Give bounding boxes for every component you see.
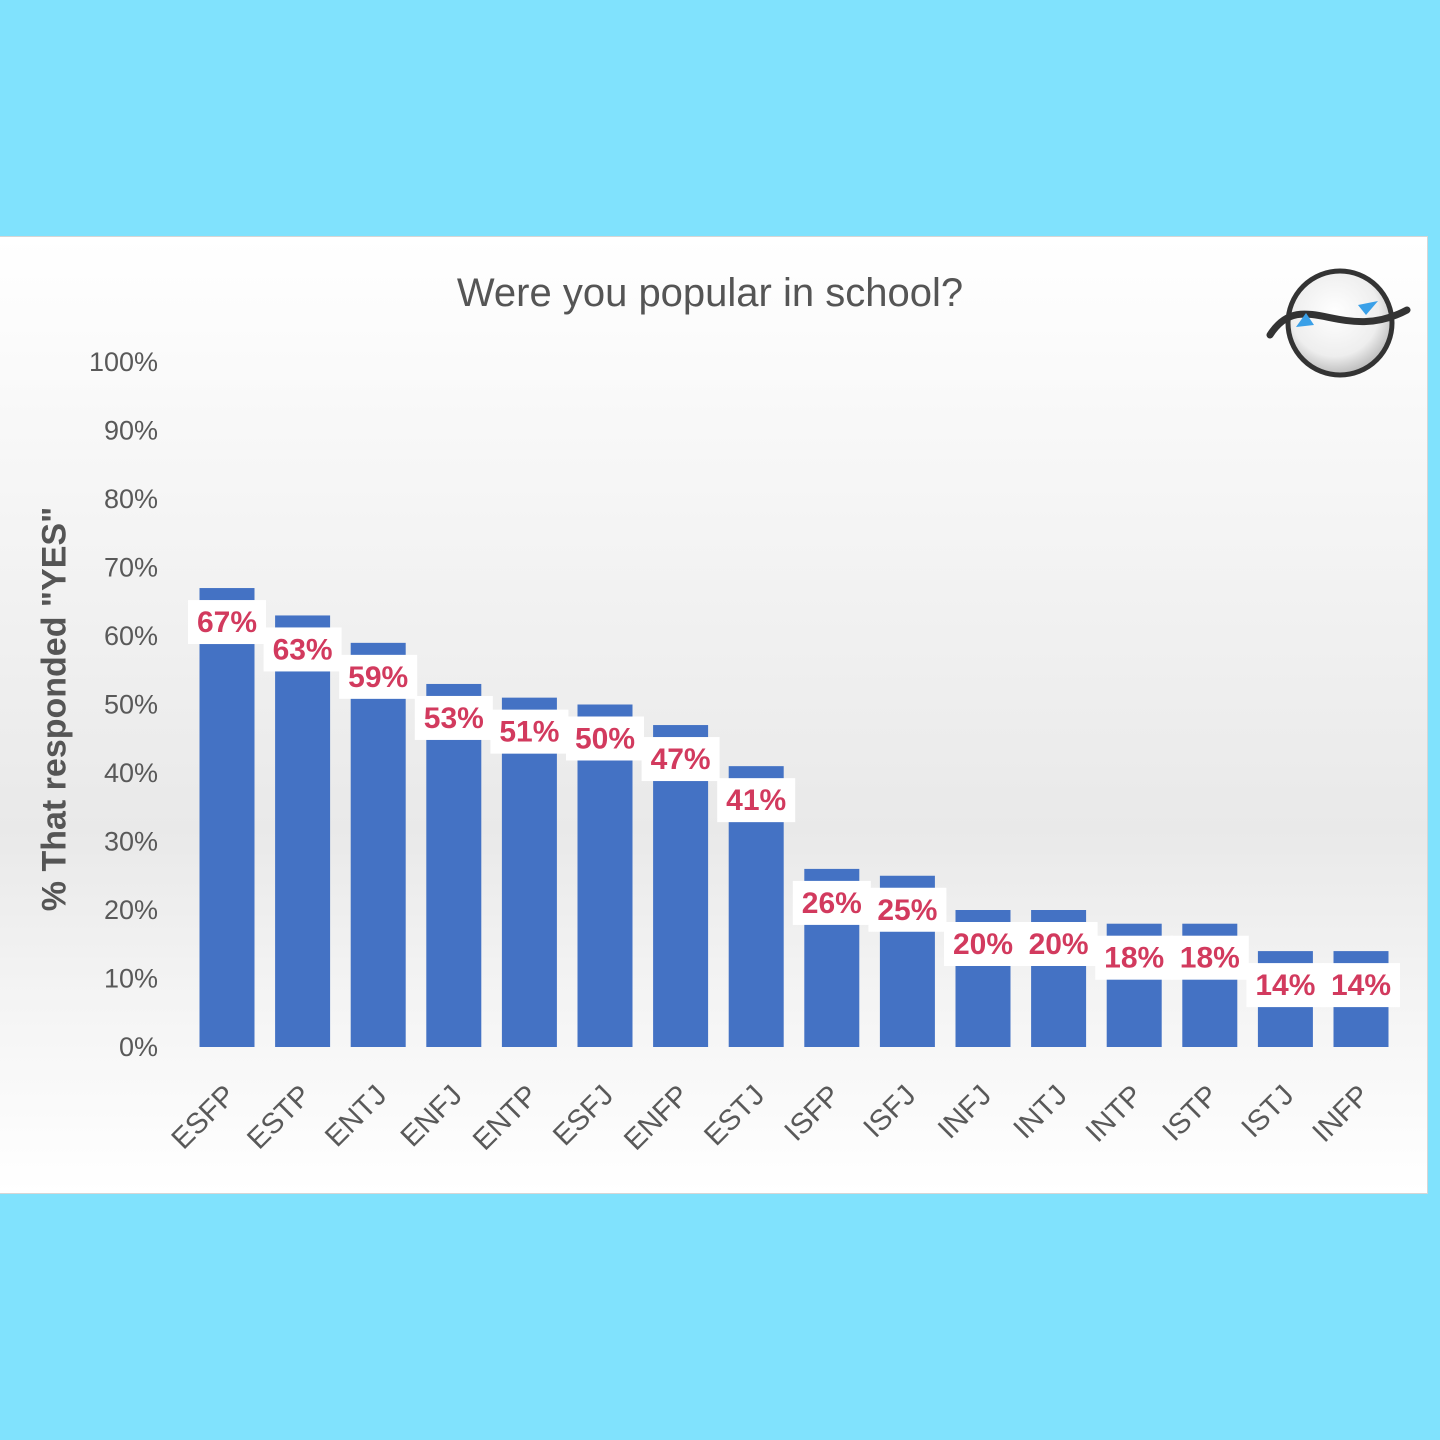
data-label-box: [1019, 922, 1098, 966]
y-tick-label: 90%: [104, 416, 158, 446]
data-label: 67%: [197, 606, 257, 639]
x-tick-label: ISFJ: [858, 1079, 923, 1144]
bar-esfp: [199, 588, 255, 1047]
x-tick-label: INFP: [1307, 1079, 1376, 1148]
x-tick-label: ISTP: [1157, 1079, 1225, 1147]
data-label-box: [263, 627, 342, 672]
x-tick-label: INTP: [1080, 1079, 1149, 1148]
data-label-box: [414, 695, 493, 740]
data-label: 25%: [877, 894, 937, 927]
x-tick-label: ESFP: [166, 1079, 242, 1155]
bar-enfj: [426, 683, 482, 1047]
x-tick-label: ESTJ: [698, 1079, 771, 1152]
y-tick-label: 80%: [104, 484, 158, 514]
data-label: 18%: [1180, 942, 1240, 975]
y-tick-label: 60%: [104, 621, 158, 651]
y-tick-label: 100%: [89, 347, 158, 377]
data-label: 41%: [726, 784, 786, 817]
y-tick-label: 70%: [104, 553, 158, 583]
chart-card: Were you popular in school? % That respo…: [0, 236, 1428, 1194]
x-tick-label: ENFJ: [395, 1079, 469, 1153]
chart-title: Were you popular in school?: [456, 271, 964, 315]
data-label-box: [566, 716, 644, 761]
x-tick-label: ESFJ: [547, 1079, 620, 1152]
data-label: 20%: [953, 928, 1013, 961]
data-label-box: [641, 737, 720, 782]
x-tick-label: ISTJ: [1236, 1079, 1301, 1144]
x-tick-label: ENTP: [467, 1079, 544, 1156]
data-label: 63%: [273, 633, 333, 666]
y-tick-label: 20%: [104, 895, 158, 925]
data-label-box: [1170, 935, 1249, 980]
data-label-box: [944, 922, 1022, 966]
data-label: 47%: [651, 743, 711, 776]
data-label-box: [1322, 963, 1400, 1008]
y-tick-label: 0%: [119, 1032, 158, 1062]
data-label-box: [339, 654, 418, 699]
data-label: 18%: [1104, 942, 1164, 975]
x-tick-label: ISFP: [779, 1079, 847, 1147]
x-tick-label: ENTJ: [319, 1079, 393, 1153]
logo-icon: [1266, 268, 1411, 378]
data-label-box: [490, 709, 569, 754]
x-tick-label: ESTP: [241, 1079, 317, 1155]
bar-plot: 0% 10% 20% 30% 40% 50% 60% 70% 80% 90% 100% 67% ESFP…: [89, 347, 1400, 1157]
y-tick-label: 10%: [104, 964, 158, 994]
x-tick-label: INTJ: [1008, 1079, 1074, 1145]
data-label: 20%: [1029, 928, 1089, 961]
data-label-box: [868, 887, 947, 932]
data-label-box: [717, 778, 796, 823]
bar-entp: [501, 697, 557, 1047]
bar-estp: [275, 615, 331, 1047]
data-label-box: [1095, 935, 1174, 980]
x-tick-label: INFJ: [932, 1079, 998, 1145]
data-label-box: [1246, 963, 1325, 1008]
data-label: 14%: [1331, 969, 1391, 1002]
data-label: 50%: [575, 723, 635, 756]
data-label-box: [792, 880, 871, 925]
data-label: 51%: [499, 716, 559, 749]
y-tick-label: 40%: [104, 758, 158, 788]
x-tick-label: ENFP: [618, 1079, 695, 1156]
data-label: 53%: [424, 702, 484, 735]
y-tick-label: 50%: [104, 690, 158, 720]
data-label: 59%: [348, 661, 408, 694]
data-label: 26%: [802, 887, 862, 920]
bar-esfj: [577, 704, 633, 1047]
data-label: 14%: [1255, 969, 1315, 1002]
data-label-box: [188, 600, 266, 645]
bar-entj: [350, 642, 406, 1047]
y-tick-label: 30%: [104, 827, 158, 857]
